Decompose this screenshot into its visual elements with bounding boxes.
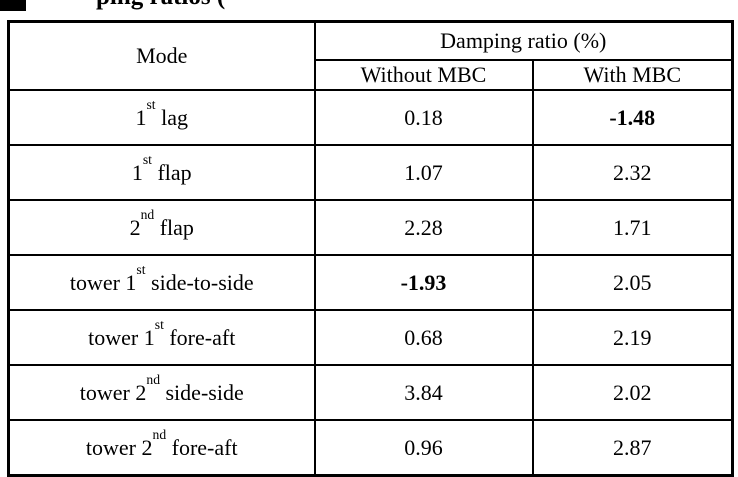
mode-text: tower 2 bbox=[85, 434, 153, 460]
table-row-tower-2nd-fore-aft: tower 2nd fore-aft 0.96 2.87 bbox=[7, 419, 734, 477]
mode-text: flap bbox=[154, 214, 194, 240]
cropped-caption-glyph-block bbox=[0, 0, 26, 11]
mode-ordinal: nd bbox=[152, 426, 167, 442]
table-row-tower-1st-fore-aft: tower 1st fore-aft 0.68 2.19 bbox=[7, 309, 734, 366]
mode-text: flap bbox=[151, 159, 192, 185]
header-row-1: Mode Damping ratio (%) bbox=[7, 20, 734, 91]
mode-text: 2 bbox=[129, 214, 141, 240]
with-mbc-value-negative: -1.48 bbox=[531, 89, 734, 146]
mode-cell: tower 1st side-to-side bbox=[7, 254, 316, 311]
mode-text: 1 bbox=[135, 104, 147, 130]
cropped-caption-strip: ping ratios ( bbox=[0, 0, 738, 13]
damping-ratio-table: Mode Damping ratio (%) Without MBC With … bbox=[7, 20, 735, 477]
mode-cell: tower 2nd fore-aft bbox=[7, 419, 316, 477]
table-row-tower-2nd-side-side: tower 2nd side-side 3.84 2.02 bbox=[7, 364, 734, 421]
mode-ordinal: st bbox=[136, 261, 146, 277]
mode-cell: 1st flap bbox=[7, 144, 316, 201]
mode-cell: tower 1st fore-aft bbox=[7, 309, 316, 366]
header-row-2: Without MBC With MBC bbox=[9, 59, 734, 91]
col-header-damping-ratio: Damping ratio (%) bbox=[313, 20, 734, 61]
mode-ordinal: st bbox=[142, 151, 152, 167]
with-mbc-value: 2.02 bbox=[531, 364, 734, 421]
mode-text: fore-aft bbox=[163, 324, 236, 350]
mode-text: tower 2 bbox=[79, 379, 147, 405]
table-row-1st-lag: 1st lag 0.18 -1.48 bbox=[7, 89, 734, 146]
table-row-2nd-flap: 2nd flap 2.28 1.71 bbox=[7, 199, 734, 256]
with-mbc-value: 2.87 bbox=[531, 419, 734, 477]
without-mbc-value-negative: -1.93 bbox=[313, 254, 534, 311]
mode-cell: 2nd flap bbox=[7, 199, 316, 256]
col-header-mode: Mode bbox=[7, 20, 316, 91]
mode-ordinal: st bbox=[146, 96, 156, 112]
mode-text: tower 1 bbox=[69, 269, 137, 295]
without-mbc-value: 0.18 bbox=[313, 89, 534, 146]
with-mbc-value: 1.71 bbox=[531, 199, 734, 256]
cropped-caption-fragment: ping ratios ( bbox=[96, 0, 225, 11]
table-row-1st-flap: 1st flap 1.07 2.32 bbox=[7, 144, 734, 201]
without-mbc-value: 1.07 bbox=[313, 144, 534, 201]
without-mbc-value: 0.96 bbox=[313, 419, 534, 477]
mode-text: side-to-side bbox=[145, 269, 254, 295]
mode-ordinal: nd bbox=[140, 206, 155, 222]
mode-text: lag bbox=[155, 104, 188, 130]
mode-ordinal: nd bbox=[146, 371, 160, 387]
with-mbc-value: 2.05 bbox=[531, 254, 734, 311]
mode-text: fore-aft bbox=[166, 434, 238, 460]
with-mbc-value: 2.32 bbox=[531, 144, 734, 201]
mode-ordinal: st bbox=[154, 316, 164, 332]
without-mbc-value: 3.84 bbox=[313, 364, 534, 421]
without-mbc-value: 0.68 bbox=[313, 309, 534, 366]
mode-text: tower 1 bbox=[88, 324, 155, 350]
mode-text: 1 bbox=[131, 159, 143, 185]
with-mbc-value: 2.19 bbox=[531, 309, 734, 366]
table-row-tower-1st-side-to-side: tower 1st side-to-side -1.93 2.05 bbox=[7, 254, 734, 311]
col-header-with-mbc: With MBC bbox=[531, 59, 734, 91]
col-header-without-mbc: Without MBC bbox=[313, 59, 534, 91]
mode-cell: 1st lag bbox=[7, 89, 316, 146]
without-mbc-value: 2.28 bbox=[313, 199, 534, 256]
mode-text: side-side bbox=[160, 379, 244, 405]
mode-cell: tower 2nd side-side bbox=[7, 364, 316, 421]
